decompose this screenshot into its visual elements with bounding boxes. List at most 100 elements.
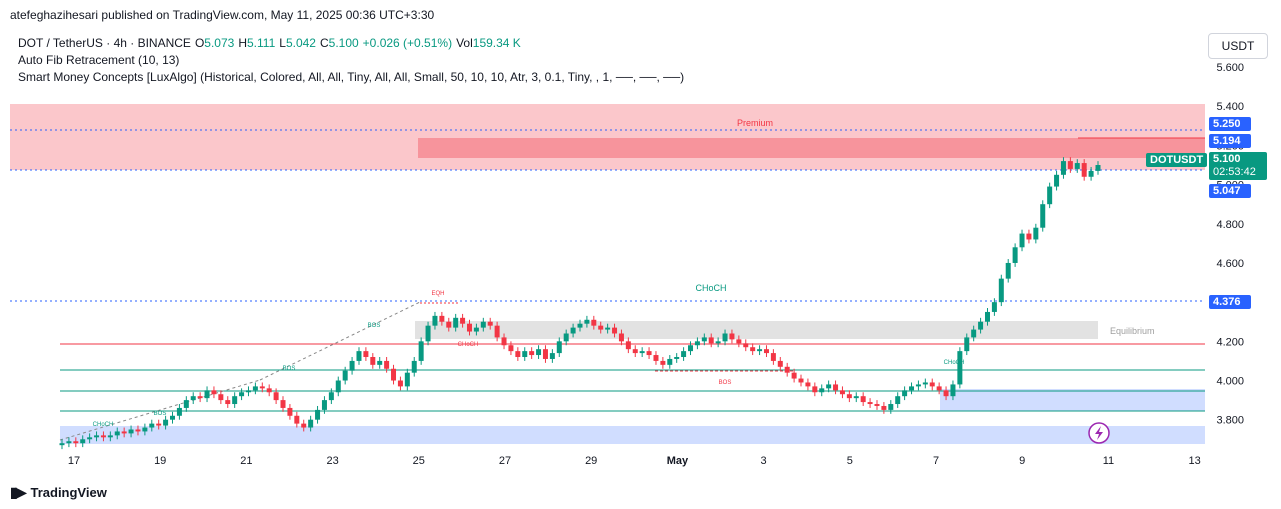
candle-body — [729, 333, 735, 340]
candle-body — [750, 347, 756, 352]
x-tick-label: 25 — [413, 455, 425, 467]
candle-body — [791, 372, 797, 379]
candle-body — [211, 390, 217, 395]
candle-body — [743, 343, 749, 348]
y-tick-label: 5.400 — [1216, 101, 1244, 113]
candle-body — [163, 419, 169, 426]
candle-body — [356, 351, 362, 361]
candle-body — [708, 337, 714, 344]
candle-body — [563, 333, 569, 342]
candle-body — [1040, 204, 1046, 228]
x-tick-label: 21 — [240, 455, 252, 467]
candle-body — [342, 370, 348, 381]
candle-body — [252, 386, 258, 391]
high-value: 5.111 — [247, 36, 276, 50]
candle-body — [529, 351, 535, 356]
premium-inner-zone — [418, 138, 1205, 158]
candle-body — [777, 360, 783, 367]
x-tick-label: 23 — [326, 455, 338, 467]
candle-body — [991, 302, 997, 312]
candle-body — [80, 439, 86, 444]
y-tick-label: 4.600 — [1216, 258, 1244, 270]
candle-body — [494, 325, 500, 338]
candle-body — [176, 407, 182, 416]
candle-body — [218, 394, 224, 401]
y-tick-label: 5.600 — [1216, 62, 1244, 74]
candle-body — [881, 405, 887, 410]
candle-body — [922, 382, 928, 385]
bos-label-1: BOS — [154, 411, 167, 417]
x-tick-label: 9 — [1019, 455, 1025, 467]
candle-body — [971, 329, 977, 338]
candle-body — [225, 400, 231, 405]
chart-legend: DOT / TetherUS · 4h · BINANCE O 5.073 H 5.… — [18, 35, 684, 86]
lightning-icon[interactable] — [1088, 422, 1110, 444]
close-value: 5.100 — [328, 36, 359, 50]
last-price-tag: 5.100 02:53:42 — [1209, 152, 1267, 180]
candle-body — [1033, 227, 1039, 240]
candle-body — [107, 435, 113, 438]
x-tick-label: 3 — [761, 455, 767, 467]
x-axis[interactable]: 17 19 21 23 25 27 29 May 3 5 7 9 11 13 — [68, 455, 1201, 467]
indicator-smc[interactable]: Smart Money Concepts [LuxAlgo] (Historic… — [18, 70, 685, 84]
candle-body — [170, 415, 176, 420]
candle-body — [87, 437, 93, 440]
candle-body — [349, 360, 355, 371]
price-tag-5047: 5.047 — [1209, 184, 1251, 198]
candle-body — [1047, 186, 1053, 205]
x-tick-label: 19 — [154, 455, 166, 467]
footer-brand[interactable]: ▮▶ TradingView — [10, 484, 107, 501]
candle-body — [591, 319, 597, 326]
indicator-fib[interactable]: Auto Fib Retracement (10, 13) — [18, 53, 180, 67]
candle-body — [798, 378, 804, 383]
candle-body — [232, 396, 238, 405]
candle-body — [667, 358, 673, 365]
bos-label-2: BOS — [283, 366, 296, 372]
price-tag-5194: 5.194 — [1209, 134, 1251, 148]
candle-body — [812, 386, 818, 393]
candle-body — [501, 337, 507, 346]
low-label: L — [279, 36, 286, 50]
symbol-tag: DOTUSDT — [1146, 153, 1208, 167]
candle-body — [998, 278, 1004, 303]
candle-body — [266, 388, 272, 393]
x-tick-label: 5 — [847, 455, 853, 467]
candle-body — [874, 404, 880, 406]
open-label: O — [194, 36, 205, 50]
candle-body — [404, 372, 410, 387]
equilibrium-zone — [415, 321, 1098, 339]
candle-body — [66, 441, 72, 444]
candle-body — [1005, 262, 1011, 279]
eqh-label: EQH — [431, 291, 444, 297]
candle-body — [1060, 161, 1066, 175]
candle-body — [190, 396, 196, 401]
candle-body — [280, 400, 286, 408]
tradingview-logo-icon: ▮▶ — [10, 484, 27, 500]
candle-body — [618, 333, 624, 342]
symbol-label[interactable]: DOT / TetherUS · 4h · BINANCE — [18, 36, 191, 50]
candle-body — [1074, 163, 1080, 169]
x-tick-label: May — [667, 455, 689, 467]
x-tick-label: 17 — [68, 455, 80, 467]
candle-body — [936, 386, 942, 391]
candle-body — [197, 396, 203, 399]
candle-body — [605, 327, 611, 330]
candle-body — [694, 341, 700, 346]
candle-body — [570, 327, 576, 334]
choch-left-label: CHoCH — [93, 422, 114, 428]
candle-body — [453, 317, 459, 328]
candle-body — [819, 388, 825, 393]
candle-body — [1054, 174, 1060, 187]
candle-body — [321, 400, 327, 410]
candle-body — [902, 390, 908, 397]
candle-body — [391, 368, 397, 381]
candle-body — [681, 351, 687, 358]
candle-body — [549, 353, 555, 359]
candle-body — [888, 404, 894, 410]
candle-body — [446, 321, 452, 328]
currency-button[interactable]: USDT — [1208, 33, 1268, 59]
change-value: +0.026 (+0.51%) — [362, 36, 453, 50]
bos-label-3: BOS — [368, 323, 381, 329]
candle-body — [114, 431, 120, 436]
